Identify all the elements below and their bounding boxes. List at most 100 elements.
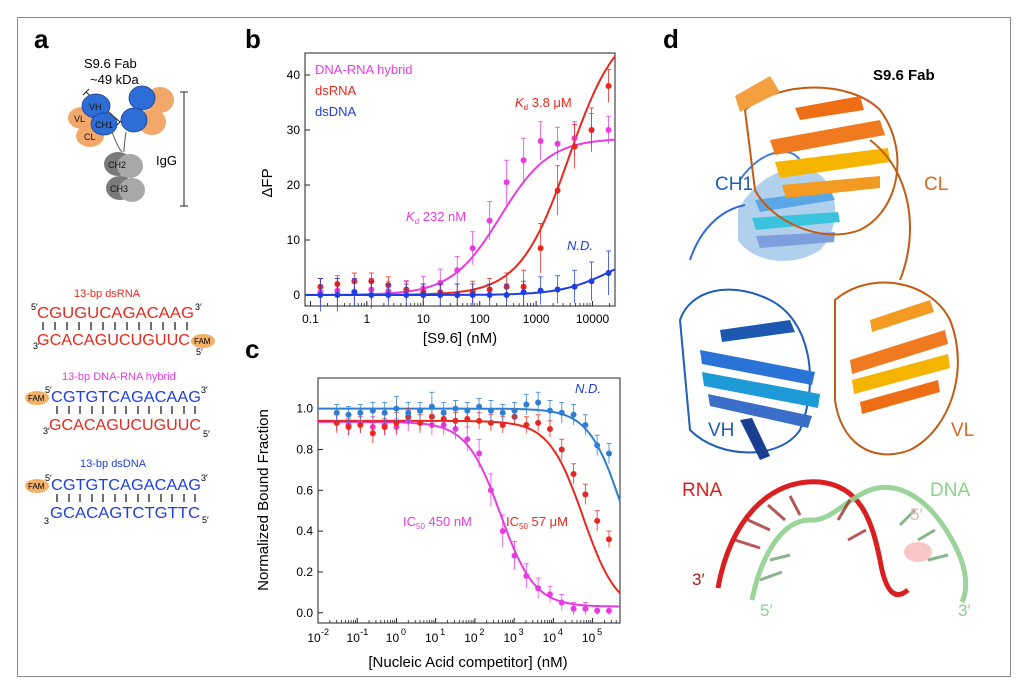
label-vh: VH <box>708 420 734 441</box>
domain-label-ch2: CH2 <box>108 160 126 170</box>
top-strand-sequence: CGTGTCAGACAAG <box>51 477 201 494</box>
ch2-domain-b <box>117 154 143 178</box>
data-point <box>381 424 388 430</box>
annotation-ic50-dsrna: IC50 57 μM <box>506 514 568 531</box>
data-point <box>558 599 565 606</box>
legend-entry-dsrna: dsRNA <box>315 83 357 98</box>
x-tick-exponent: 1 <box>440 627 445 637</box>
x-tick-label: 0.1 <box>302 312 319 326</box>
chart-c-y-axis: 0.0 0.2 0.4 0.6 0.8 1.0 <box>296 402 323 620</box>
data-point <box>535 419 542 426</box>
x-tick-label: 10 <box>386 631 400 645</box>
data-point <box>511 407 518 414</box>
construct-title: 13-bp DNA-RNA hybrid <box>62 371 176 383</box>
data-point <box>571 143 578 150</box>
data-point <box>334 292 341 298</box>
construct-hybrid: 13-bp DNA-RNA hybrid FAM 5′ CGTGTCAGACAA… <box>25 371 210 439</box>
data-point <box>523 573 530 580</box>
y-tick-label: 0.6 <box>296 483 313 497</box>
data-point <box>520 289 527 296</box>
data-point <box>317 292 324 298</box>
ch1-domain-right <box>120 107 148 133</box>
data-point <box>523 421 530 428</box>
data-point <box>499 421 506 428</box>
cl-domain-ribbons <box>689 76 911 281</box>
hinge-lines <box>111 131 127 153</box>
bottom-3-prime: 3′ <box>43 426 50 436</box>
data-point <box>570 470 577 477</box>
chart-c-x-axis-label: [Nucleic Acid competitor] (nM) <box>368 654 567 671</box>
data-point <box>357 409 364 416</box>
data-point <box>537 287 544 294</box>
data-point <box>594 607 601 614</box>
data-point <box>499 409 506 416</box>
fam-label-oval <box>25 391 49 405</box>
chart-b-binding-curves: 0 10 20 30 40 0.1 1 10 100 1000 10000 ΔFP [S9.6] … <box>259 52 616 347</box>
fab-title-label: S9.6 Fab <box>84 56 137 71</box>
x-tick-label: 10 <box>582 631 596 645</box>
fam-density <box>904 542 932 562</box>
data-point <box>503 179 510 186</box>
data-point <box>345 424 352 430</box>
y-tick-label: 0.8 <box>296 442 313 456</box>
data-point <box>351 289 358 296</box>
chart-c-competition-curves: 0.00.20.40.60.81.0 10 -2 10 -1 10 0 10 1 10 2 10 3 1… <box>255 377 621 671</box>
data-point <box>405 409 412 416</box>
y-tick-label: 0.0 <box>296 606 313 620</box>
dna-strand <box>749 484 969 604</box>
data-point <box>452 405 459 412</box>
domain-label-vl: VL <box>74 114 85 124</box>
nucleic-acid-hybrid <box>715 479 969 604</box>
vl-domain-ribbons <box>834 281 959 456</box>
data-point <box>537 245 544 252</box>
data-point <box>487 407 494 414</box>
data-point <box>368 292 375 298</box>
bottom-5-prime: 5′ <box>203 429 210 439</box>
data-point <box>476 417 483 424</box>
chart-b-y-axis-label: ΔFP <box>259 168 276 197</box>
data-point <box>345 411 352 418</box>
label-dna: DNA <box>930 480 970 501</box>
data-point <box>486 292 493 298</box>
x-tick-exponent: -1 <box>360 627 368 637</box>
data-point <box>554 286 561 293</box>
x-tick-label: 1 <box>364 312 371 326</box>
fab-structure-cartoon: S9.6 Fab <box>678 67 974 620</box>
data-point <box>464 407 471 414</box>
data-point <box>605 607 612 614</box>
chart-b-data-points <box>317 69 612 312</box>
data-point <box>582 421 589 428</box>
panel-label-b: b <box>245 24 261 54</box>
label-rna-3-prime: 3′ <box>692 570 705 589</box>
construct-title: 13-bp dsDNA <box>80 458 147 470</box>
x-tick-exponent: 0 <box>401 627 406 637</box>
vh-domain-right <box>128 85 156 111</box>
chart-b-x-axis-label: [S9.6] (nM) <box>423 330 497 347</box>
figure-frame <box>17 17 1011 677</box>
chart-c-y-axis-label: Normalized Bound Fraction <box>255 409 272 591</box>
data-point <box>605 536 612 543</box>
y-tick-label: 40 <box>287 68 301 82</box>
fam-label-oval <box>25 479 49 493</box>
chart-b-legend: DNA-RNA hybrid dsRNA dsDNA <box>315 62 413 119</box>
x-tick-exponent: 2 <box>479 627 484 637</box>
fam-label: FAM <box>28 482 45 491</box>
label-dna-5-prime-bottom: 5′ <box>760 601 773 620</box>
chart-b-x-axis: 0.1 1 10 100 1000 10000 <box>302 301 610 326</box>
x-tick-label: 10 <box>347 631 361 645</box>
x-tick-label: 10 <box>503 631 517 645</box>
x-tick-exponent: 4 <box>558 627 563 637</box>
fit-curve <box>318 420 620 608</box>
data-point <box>588 278 595 285</box>
data-point <box>594 442 601 449</box>
vh-domain-ribbons <box>678 288 820 460</box>
x-tick-label: 10 <box>425 631 439 645</box>
data-point <box>333 419 340 426</box>
label-dna-5-prime-top: 5′ <box>910 505 923 524</box>
data-point <box>464 436 471 443</box>
label-vl: VL <box>951 420 974 441</box>
chart-b-plot-frame <box>304 52 616 307</box>
base-pair-ticks <box>56 494 196 502</box>
data-point <box>558 409 565 416</box>
data-point <box>454 292 461 298</box>
